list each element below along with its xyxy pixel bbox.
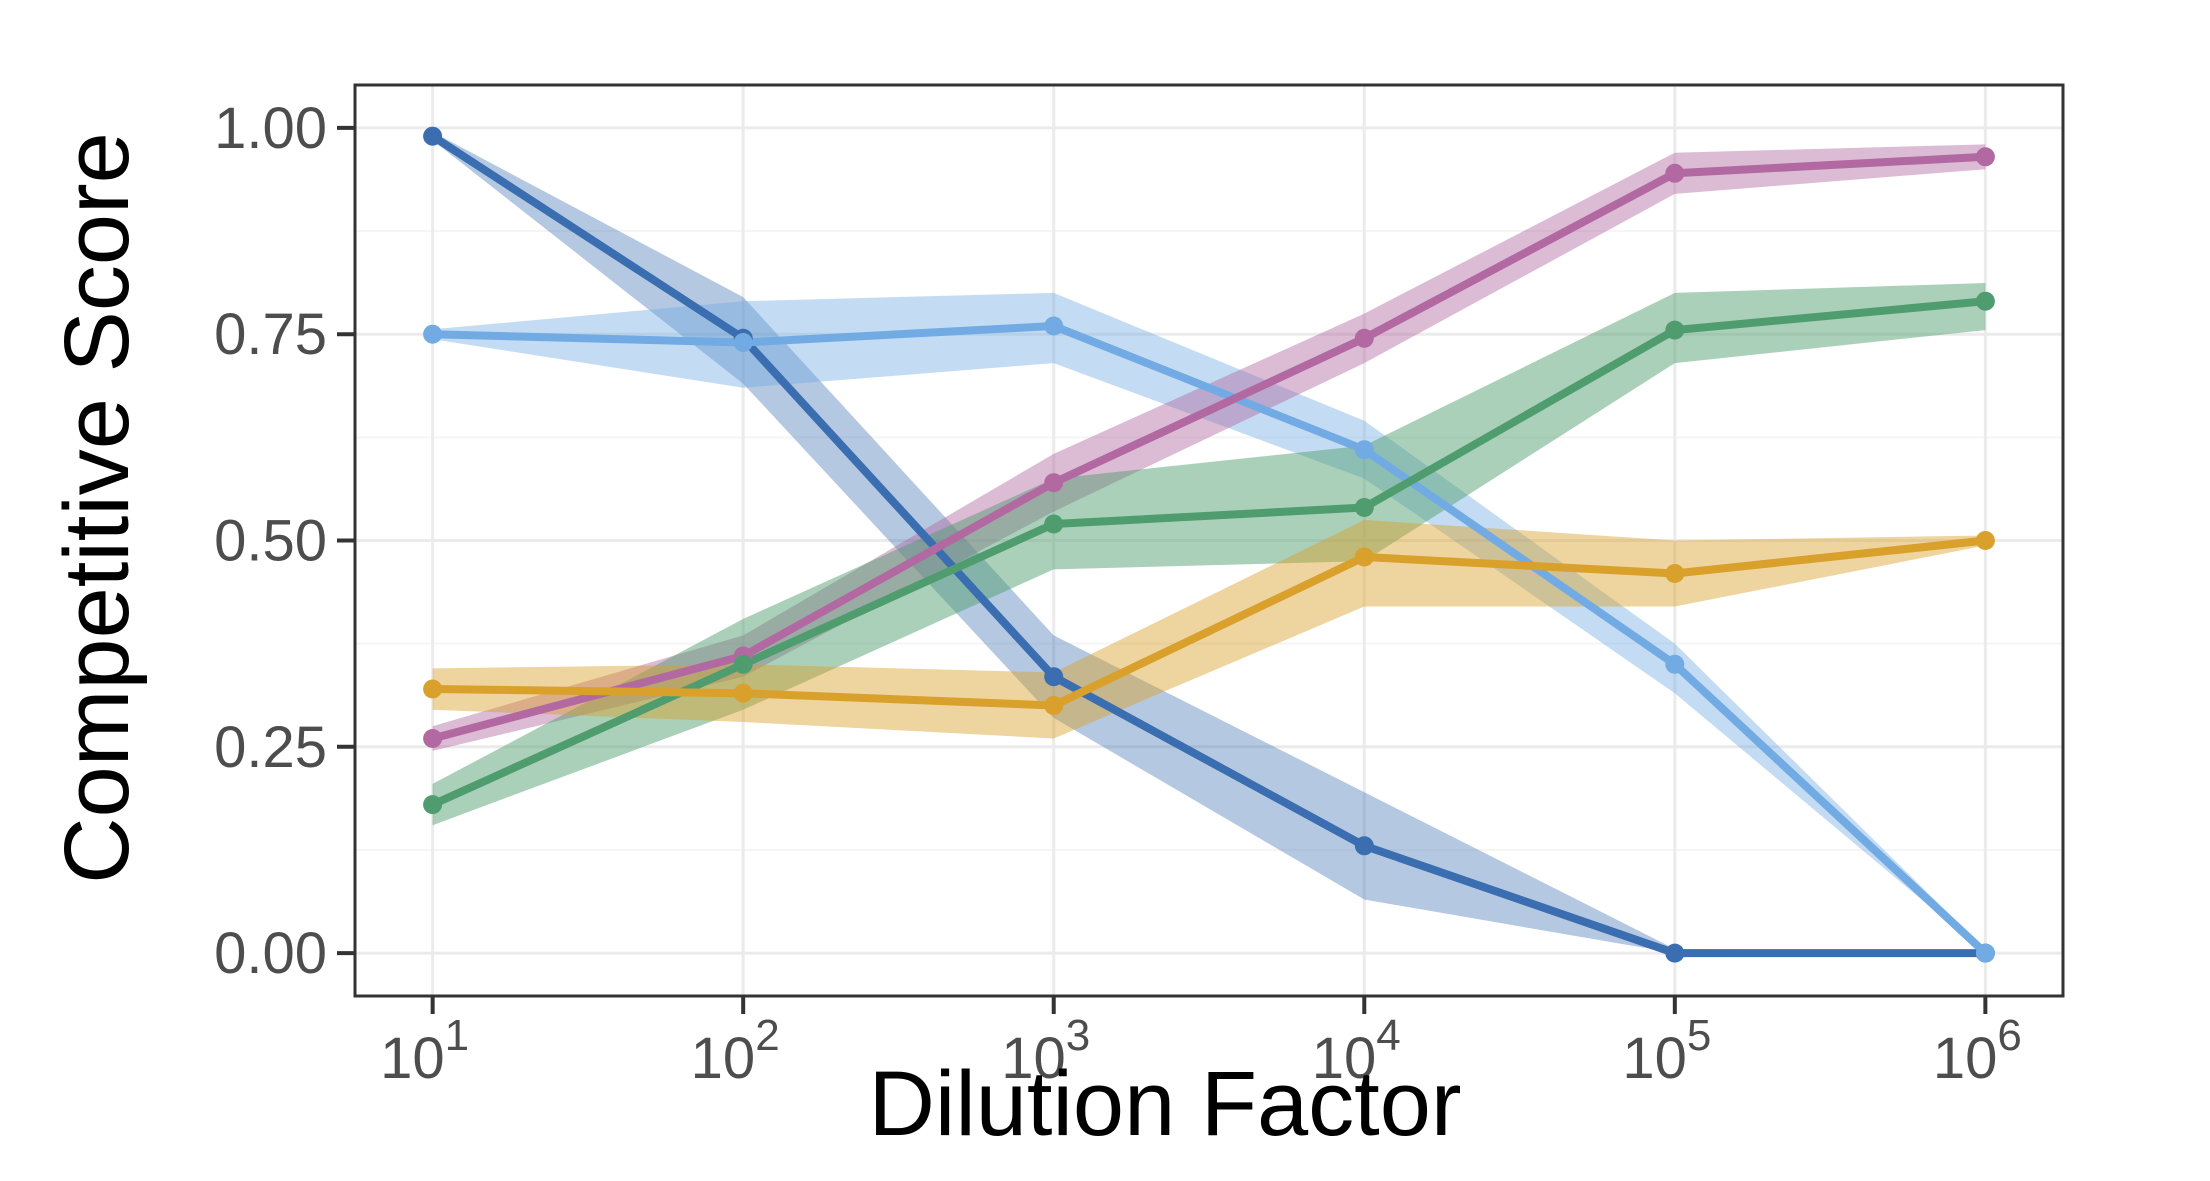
axis-tick-labels: 1.00 0.75 0.50 0.25 0.00 101 102 103 104 105 106	[214, 96, 2022, 1091]
point-green	[423, 795, 443, 815]
y-tick-label: 1.00	[214, 96, 327, 161]
point-dark-blue	[1044, 667, 1064, 687]
x-tick-label: 103	[1001, 1011, 1090, 1091]
point-magenta	[423, 729, 443, 748]
ribbon-dark-blue	[432, 132, 1986, 954]
point-magenta	[1975, 147, 1995, 167]
point-green	[1354, 498, 1374, 517]
point-gold	[1665, 564, 1685, 583]
point-gold	[423, 679, 443, 699]
x-tick-label: 102	[691, 1011, 780, 1091]
point-green	[733, 654, 753, 674]
point-light-blue	[1354, 440, 1374, 460]
point-magenta	[1354, 328, 1374, 348]
point-green	[1044, 514, 1064, 534]
point-green	[1665, 320, 1685, 340]
point-gold	[1044, 696, 1064, 715]
point-light-blue	[1044, 316, 1064, 336]
confidence-ribbons	[432, 132, 1986, 954]
point-dark-blue	[1665, 943, 1685, 963]
x-tick-label: 104	[1312, 1011, 1401, 1091]
line-light-blue	[428, 322, 1990, 958]
point-dark-blue	[423, 126, 443, 146]
point-light-blue	[1665, 654, 1685, 674]
x-tick-label: 105	[1622, 1011, 1711, 1091]
point-light-blue	[423, 324, 443, 344]
ribbon-magenta	[432, 144, 1986, 751]
y-tick-label: 0.25	[214, 715, 327, 780]
y-tick-label: 0.50	[214, 509, 327, 574]
series-lines	[428, 132, 1990, 958]
point-magenta	[1665, 163, 1685, 183]
point-light-blue	[733, 333, 753, 352]
y-tick-label: 0.75	[214, 302, 327, 367]
y-tick-label: 0.00	[214, 921, 327, 986]
point-light-blue	[1975, 943, 1995, 963]
x-tick-label: 106	[1933, 1011, 2022, 1091]
line-green	[428, 297, 1990, 809]
line-magenta	[428, 152, 1990, 743]
point-magenta	[1044, 473, 1064, 493]
ribbon-light-blue	[432, 292, 1986, 954]
ribbon-green	[432, 283, 1986, 826]
point-gold	[733, 683, 753, 703]
point-gold	[1354, 547, 1374, 567]
axis-ticks	[337, 125, 1988, 1014]
point-green	[1975, 291, 1995, 311]
x-tick-label: 101	[380, 1011, 469, 1091]
line-dark-blue	[428, 132, 1990, 958]
line-gold	[428, 536, 1990, 710]
x-axis-title: Dilution Factor	[868, 1053, 1461, 1155]
y-axis-title: Competitive Score	[46, 132, 148, 884]
point-dark-blue	[1354, 836, 1374, 856]
series-points	[423, 126, 1995, 963]
point-gold	[1975, 531, 1995, 550]
